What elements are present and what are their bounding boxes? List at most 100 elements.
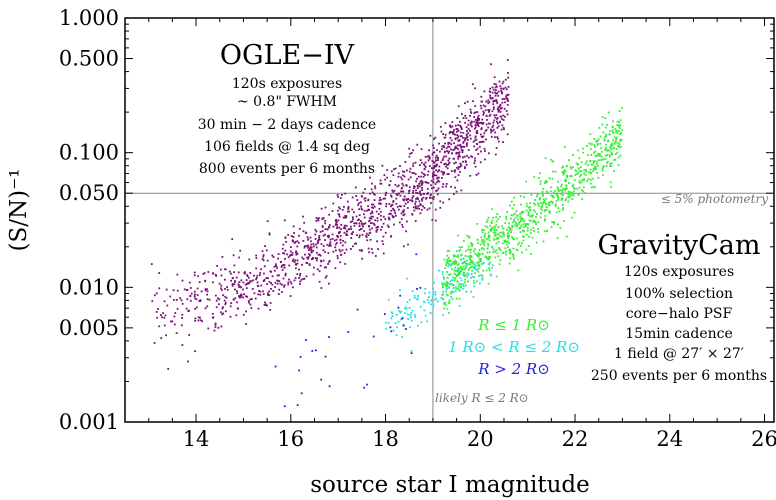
scatter-point	[294, 241, 297, 243]
scatter-point	[497, 255, 500, 258]
scatter-point	[418, 207, 420, 210]
scatter-point	[487, 258, 490, 261]
scatter-point	[398, 310, 400, 312]
scatter-point	[611, 126, 614, 129]
scatter-point	[449, 280, 452, 283]
scatter-point	[490, 228, 493, 231]
scatter-point	[402, 324, 405, 327]
scatter-point	[485, 123, 488, 126]
scatter-point	[621, 107, 623, 109]
scatter-point	[416, 184, 419, 187]
scatter-point	[249, 298, 252, 301]
scatter-point	[564, 189, 567, 192]
scatter-point	[457, 234, 459, 237]
scatter-point	[488, 239, 491, 242]
scatter-point	[602, 166, 604, 169]
scatter-point	[420, 161, 423, 164]
scatter-point	[521, 242, 523, 245]
scatter-point	[206, 290, 209, 293]
scatter-point	[409, 314, 411, 317]
scatter-point	[351, 208, 354, 211]
scatter-point	[496, 252, 499, 255]
scatter-point	[278, 288, 281, 291]
scatter-point	[470, 261, 472, 264]
scatter-point	[504, 241, 506, 243]
scatter-point	[516, 237, 518, 240]
scatter-point	[486, 226, 489, 229]
scatter-point	[457, 254, 459, 257]
scatter-point	[481, 118, 484, 121]
scatter-point	[577, 172, 579, 174]
scatter-point	[324, 222, 327, 225]
scatter-point	[360, 207, 363, 210]
scatter-point	[442, 276, 445, 278]
scatter-point	[563, 169, 566, 172]
scatter-point	[522, 223, 525, 225]
scatter-point	[455, 274, 458, 277]
scatter-point	[572, 183, 575, 186]
scatter-point	[607, 139, 610, 142]
scatter-point	[495, 275, 498, 278]
scatter-point	[561, 208, 564, 211]
scatter-point	[459, 276, 462, 279]
scatter-point	[474, 159, 476, 162]
scatter-point	[443, 151, 446, 154]
scatter-point	[488, 251, 491, 254]
scatter-point	[523, 230, 525, 233]
scatter-point	[450, 131, 453, 133]
scatter-point	[423, 164, 426, 167]
scatter-point	[523, 235, 525, 238]
scatter-point	[589, 172, 592, 175]
scatter-point	[324, 206, 327, 209]
scatter-point	[186, 288, 189, 291]
scatter-point	[595, 154, 597, 157]
scatter-point	[592, 170, 594, 173]
scatter-point	[462, 142, 465, 144]
scatter-point	[371, 191, 374, 194]
scatter-point	[613, 141, 616, 144]
scatter-point	[446, 250, 449, 252]
scatter-point	[274, 365, 277, 368]
scatter-point	[466, 272, 469, 275]
scatter-point	[460, 135, 463, 137]
scatter-point	[399, 165, 401, 167]
scatter-point	[618, 127, 621, 129]
scatter-point	[543, 219, 546, 222]
scatter-point	[475, 149, 478, 151]
scatter-point	[151, 300, 154, 303]
scatter-point	[328, 243, 331, 245]
scatter-point	[499, 110, 502, 113]
scatter-point	[230, 302, 233, 304]
scatter-point	[580, 161, 583, 164]
scatter-point	[437, 176, 439, 179]
scatter-point	[448, 274, 451, 276]
scatter-point	[370, 248, 373, 250]
scatter-point	[443, 277, 445, 280]
scatter-point	[605, 133, 607, 136]
scatter-point	[499, 107, 502, 110]
scatter-point	[483, 244, 486, 247]
scatter-point	[484, 130, 487, 132]
scatter-point	[565, 187, 567, 190]
scatter-point	[193, 295, 196, 298]
scatter-point	[458, 273, 460, 276]
scatter-point	[480, 107, 483, 110]
scatter-point	[397, 184, 400, 187]
scatter-point	[463, 261, 466, 264]
scatter-point	[385, 192, 387, 195]
scatter-point	[420, 179, 423, 182]
scatter-point	[418, 185, 421, 188]
scatter-point	[175, 299, 178, 301]
scatter-point	[496, 100, 498, 103]
scatter-point	[552, 160, 554, 163]
scatter-point	[456, 128, 459, 130]
scatter-point	[392, 201, 395, 203]
scatter-point	[338, 215, 341, 218]
scatter-point	[467, 269, 470, 271]
scatter-point	[423, 167, 426, 170]
scatter-point	[465, 250, 467, 252]
scatter-point	[437, 159, 439, 162]
scatter-point	[526, 205, 528, 208]
scatter-point	[292, 236, 295, 238]
scatter-point	[434, 219, 437, 222]
